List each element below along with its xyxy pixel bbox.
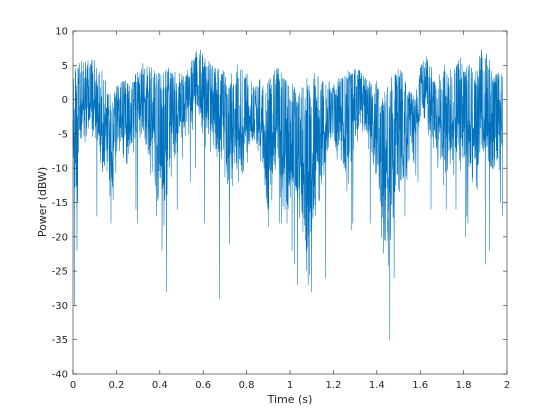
x-tick-label: 1.2 — [325, 380, 341, 391]
x-tick-label: 1.8 — [456, 380, 472, 391]
x-axis-label: Time (s) — [267, 393, 313, 406]
y-tick-label: 0 — [62, 95, 68, 106]
signal-series — [72, 49, 503, 340]
power-trace-line — [72, 49, 503, 340]
y-tick-label: 10 — [55, 27, 68, 38]
x-tick-label: 0.6 — [195, 380, 211, 391]
y-axis-label: Power (dBW) — [36, 167, 49, 237]
y-tick-label: -25 — [52, 267, 68, 278]
x-tick-label: 1 — [287, 380, 293, 391]
x-tick-label: 2 — [504, 380, 510, 391]
x-tick-label: 0 — [70, 380, 76, 391]
x-tick-label: 1.6 — [412, 380, 428, 391]
y-tick-label: -40 — [52, 370, 68, 381]
y-tick-label: -20 — [52, 232, 68, 243]
axis-ticks: 0 0.2 0.4 0.6 0.8 1 1.2 1.4 1.6 1.8 2 -40 -35 -30 -25 -… — [52, 27, 511, 392]
x-tick-label: 1.4 — [369, 380, 385, 391]
y-tick-label: -35 — [52, 335, 68, 346]
x-tick-label: 0.4 — [152, 380, 168, 391]
x-tick-label: 0.2 — [108, 380, 124, 391]
x-tick-label: 0.8 — [239, 380, 255, 391]
y-tick-label: -5 — [58, 129, 68, 140]
y-tick-label: -15 — [52, 198, 68, 209]
y-tick-label: 5 — [62, 61, 68, 72]
y-tick-label: -10 — [52, 164, 68, 175]
y-tick-label: -30 — [52, 301, 68, 312]
